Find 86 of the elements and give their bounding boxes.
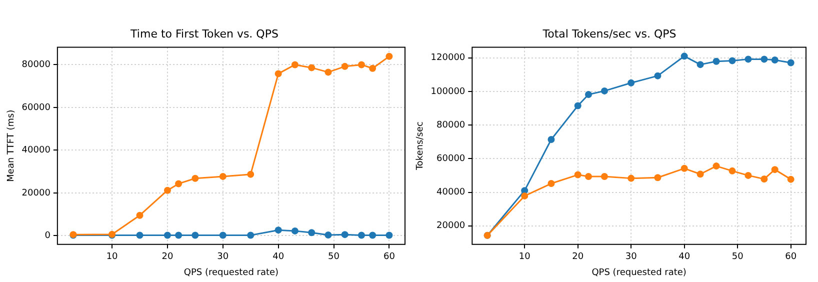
point — [771, 56, 778, 64]
point — [787, 59, 794, 66]
point — [760, 56, 768, 63]
point — [680, 52, 688, 60]
y-tick-label: 80000 — [436, 120, 466, 130]
y-tick-label: 80000 — [22, 60, 51, 70]
point — [744, 56, 752, 63]
point — [696, 170, 704, 178]
point — [654, 72, 662, 80]
y-tick-label: 60000 — [436, 154, 466, 164]
point — [521, 192, 528, 200]
point — [247, 232, 254, 239]
x-tick-label: 10 — [518, 252, 531, 262]
point — [192, 174, 199, 182]
x-tick-label: 10 — [106, 252, 118, 262]
point — [308, 229, 316, 236]
y-axis-title: Mean TTFT (ms) — [6, 110, 17, 182]
y-tick-label: 0 — [44, 230, 51, 241]
point — [728, 57, 736, 64]
x-axis-title: QPS (requested rate) — [184, 268, 279, 278]
x-tick-label: 50 — [732, 252, 744, 262]
point — [584, 172, 592, 180]
point — [728, 167, 736, 174]
y-axis-title: Tokens/sec — [416, 122, 426, 172]
point — [600, 172, 608, 180]
x-axis-title: QPS (requested rate) — [592, 268, 686, 278]
x-tick-label: 60 — [785, 252, 797, 262]
point — [548, 136, 555, 143]
point — [680, 164, 688, 172]
point — [600, 87, 608, 94]
point — [136, 212, 144, 219]
point — [628, 79, 635, 86]
point — [358, 61, 365, 68]
point — [787, 176, 794, 183]
point — [358, 232, 365, 239]
point — [696, 61, 704, 68]
y-tick-label: 20000 — [436, 221, 466, 232]
y-tick-label: 40000 — [22, 146, 51, 156]
point — [369, 64, 376, 72]
point — [291, 61, 298, 68]
point — [136, 232, 144, 239]
point — [274, 70, 282, 78]
point — [192, 232, 199, 239]
x-tick-label: 60 — [383, 252, 396, 262]
y-tick-label: 60000 — [22, 102, 51, 113]
y-tick-label: 20000 — [22, 188, 51, 198]
point — [771, 166, 778, 174]
point — [712, 58, 720, 65]
x-tick-label: 40 — [272, 252, 284, 262]
point — [760, 175, 768, 182]
point — [341, 231, 348, 238]
point — [324, 232, 332, 238]
point — [274, 226, 282, 234]
point — [164, 186, 171, 194]
point — [219, 232, 226, 239]
x-tick-label: 20 — [162, 252, 174, 262]
point — [712, 162, 720, 170]
point — [548, 180, 555, 188]
point — [386, 52, 393, 60]
point — [628, 174, 635, 182]
point — [164, 232, 171, 239]
point — [308, 64, 316, 72]
point — [341, 62, 348, 70]
point — [291, 227, 298, 234]
point — [386, 232, 393, 239]
point — [744, 172, 752, 179]
y-tick-label: 40000 — [436, 188, 466, 198]
x-tick-label: 40 — [678, 252, 690, 262]
point — [369, 232, 376, 239]
point — [654, 174, 662, 182]
point — [175, 232, 182, 239]
point — [247, 170, 254, 178]
point — [584, 90, 592, 98]
point — [324, 68, 332, 76]
y-tick-label: 100000 — [430, 86, 466, 97]
x-tick-label: 30 — [625, 252, 638, 262]
point — [574, 102, 582, 110]
y-tick-label: 120000 — [430, 53, 466, 64]
point — [219, 172, 226, 180]
point — [574, 171, 582, 178]
chart-title: Time to First Token vs. QPS — [130, 27, 278, 40]
chart-title: Total Tokens/sec vs. QPS — [542, 27, 676, 40]
x-tick-label: 50 — [328, 252, 340, 262]
x-tick-label: 30 — [217, 252, 229, 262]
x-tick-label: 20 — [572, 252, 584, 262]
point — [175, 180, 182, 188]
